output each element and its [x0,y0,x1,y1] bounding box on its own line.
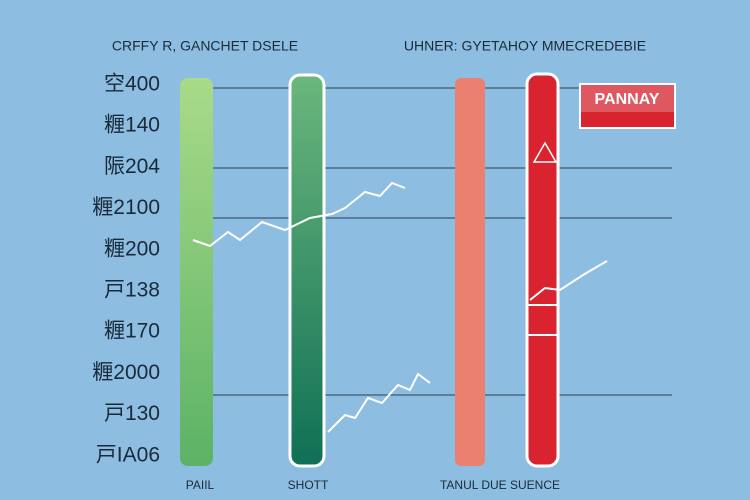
axis-label: 糎2100 [92,196,160,219]
footer-label: SHOTT [288,478,329,492]
trend-line [327,372,431,433]
axis-label: 戸IA06 [96,443,160,466]
axis-label: 糎170 [104,320,160,343]
trend-line [529,260,608,301]
warning-icon [532,141,558,163]
footer-label: PAIIL [186,478,215,492]
axis-label: 陙204 [104,155,160,178]
axis-label: 戸138 [104,279,160,302]
trend-line [192,181,406,248]
bar [180,78,213,466]
axis-label: 戸130 [104,402,160,425]
bar [525,72,560,468]
axis-label: 糎140 [104,114,160,137]
axis-labels: 空400 糎140 陙204 糎2100 糎200 戸138 糎170 糎2000 戸130 戸I… [92,73,160,467]
axis-label: 空400 [104,73,160,96]
axis-label: 糎2000 [92,361,160,384]
footer-label: TANUL DUE SUENCE [440,478,560,492]
right-title: UHNER: GYETAHOY MMECREDEBIE [404,38,646,54]
badge-text: PANNAY [595,91,660,108]
grid [212,87,672,396]
left-title: CRFFY R, GANCHET DSELE [112,38,298,54]
bar [455,78,485,466]
bar [288,73,326,468]
axis-label: 糎200 [104,237,160,260]
badge [579,83,676,129]
